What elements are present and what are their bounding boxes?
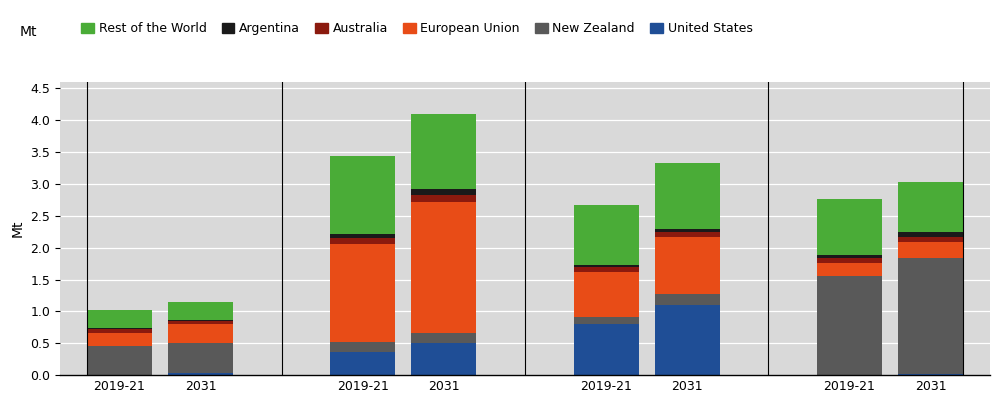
Bar <box>411 113 476 189</box>
Bar <box>898 242 963 258</box>
Bar <box>898 237 963 242</box>
Bar <box>655 294 720 305</box>
Bar <box>87 328 152 329</box>
Bar <box>87 333 152 346</box>
Bar <box>655 305 720 375</box>
Bar <box>330 238 395 244</box>
Bar <box>411 333 476 344</box>
Bar <box>411 195 476 202</box>
Bar <box>655 163 720 229</box>
Bar <box>655 232 720 237</box>
Bar <box>87 310 152 328</box>
Bar <box>898 258 963 374</box>
Bar <box>898 232 963 237</box>
Bar <box>817 276 882 375</box>
Bar <box>817 255 882 259</box>
Bar <box>655 237 720 294</box>
Bar <box>574 324 639 375</box>
Bar <box>168 321 233 324</box>
Bar <box>574 265 639 267</box>
Bar <box>168 320 233 321</box>
Bar <box>168 344 233 373</box>
Bar <box>411 344 476 375</box>
Bar <box>411 202 476 333</box>
Bar <box>330 353 395 375</box>
Bar <box>574 267 639 272</box>
Bar <box>817 259 882 263</box>
Bar <box>817 199 882 255</box>
Bar <box>655 229 720 232</box>
Bar <box>168 324 233 344</box>
Bar <box>817 263 882 276</box>
Y-axis label: Mt: Mt <box>11 220 25 237</box>
Bar <box>574 317 639 324</box>
Bar <box>330 244 395 341</box>
Bar <box>330 341 395 353</box>
Bar <box>898 182 963 232</box>
Bar <box>168 373 233 375</box>
Legend: Rest of the World, Argentina, Australia, European Union, New Zealand, United Sta: Rest of the World, Argentina, Australia,… <box>76 17 757 40</box>
Bar <box>330 156 395 234</box>
Bar <box>574 272 639 317</box>
Bar <box>898 374 963 375</box>
Bar <box>330 234 395 238</box>
Text: Mt: Mt <box>20 25 38 39</box>
Bar <box>87 346 152 375</box>
Bar <box>574 206 639 265</box>
Bar <box>168 302 233 320</box>
Bar <box>411 189 476 195</box>
Bar <box>87 329 152 333</box>
